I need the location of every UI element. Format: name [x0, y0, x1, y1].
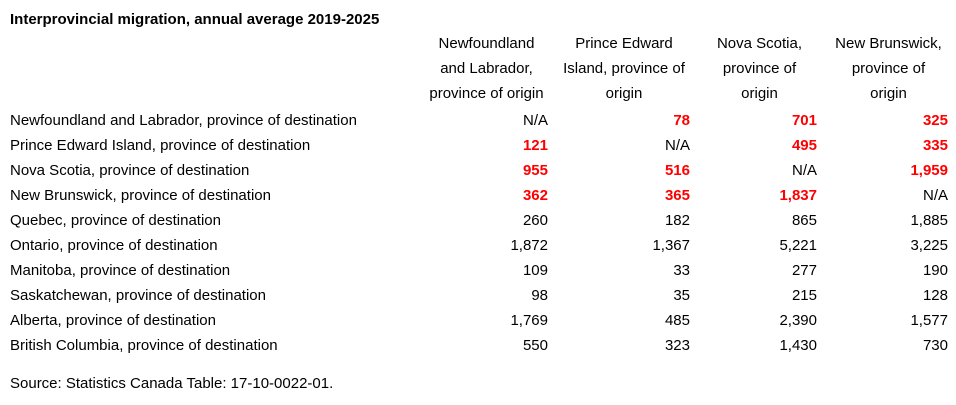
value-cell: 277 [791, 262, 817, 279]
row-label: Quebec, province of destination [10, 212, 221, 229]
table-row: Alberta, province of destination 1,769 485… [10, 308, 954, 333]
column-header: Prince Edward Island, province of origin [563, 35, 685, 102]
value-cell: 701 [791, 112, 817, 129]
table-row: British Columbia, province of destinatio… [10, 333, 954, 358]
column-header: Nova Scotia, province of origin [716, 35, 803, 102]
value-cell: 3,225 [910, 237, 948, 254]
row-label: Prince Edward Island, province of destin… [10, 137, 311, 154]
value-cell: N/A [922, 187, 948, 204]
value-cell: 365 [664, 187, 690, 204]
row-label: Ontario, province of destination [10, 237, 218, 254]
table-row: New Brunswick, province of destination 36… [10, 183, 954, 208]
value-cell: 1,577 [910, 312, 948, 329]
value-cell: 1,885 [910, 212, 948, 229]
column-header: Newfoundland and Labrador, province of o… [429, 35, 544, 102]
value-cell: 1,837 [779, 187, 817, 204]
table-row: Ontario, province of destination 1,872 1,3… [10, 233, 954, 258]
value-cell: 362 [522, 187, 548, 204]
value-cell: 323 [664, 337, 690, 354]
value-cell: 516 [664, 162, 690, 179]
source-note: Source: Statistics Canada Table: 17-10-0… [10, 375, 334, 392]
value-cell: 865 [791, 212, 817, 229]
value-cell: 121 [522, 137, 548, 154]
value-cell: 1,769 [510, 312, 548, 329]
value-cell: 1,430 [779, 337, 817, 354]
table-row: Saskatchewan, province of destination 98 3… [10, 283, 954, 308]
row-label: New Brunswick, province of destination [10, 187, 271, 204]
column-header: New Brunswick, province of origin [835, 35, 942, 102]
table-header: Newfoundland and Labrador, province of o… [10, 29, 954, 108]
table-row: Newfoundland and Labrador, province of d… [10, 108, 954, 133]
value-cell: 730 [922, 337, 948, 354]
value-cell: 5,221 [779, 237, 817, 254]
value-cell: 955 [522, 162, 548, 179]
value-cell: 1,959 [910, 162, 948, 179]
migration-table: Newfoundland and Labrador, province of o… [10, 29, 954, 358]
value-cell: 35 [673, 287, 690, 304]
value-cell: N/A [791, 162, 817, 179]
table-row: Nova Scotia, province of destination 955 5… [10, 158, 954, 183]
value-cell: 485 [664, 312, 690, 329]
value-cell: 1,367 [652, 237, 690, 254]
value-cell: 2,390 [779, 312, 817, 329]
table-row: Quebec, province of destination 260 182 865… [10, 208, 954, 233]
table-row: Manitoba, province of destination 109 33 27… [10, 258, 954, 283]
value-cell: 260 [522, 212, 548, 229]
page-title: Interprovincial migration, annual averag… [10, 11, 380, 28]
value-cell: 33 [673, 262, 690, 279]
table-body: Newfoundland and Labrador, province of d… [10, 108, 954, 358]
row-label: Manitoba, province of destination [10, 262, 231, 279]
value-cell: N/A [522, 112, 548, 129]
value-cell: 215 [791, 287, 817, 304]
value-cell: 335 [922, 137, 948, 154]
row-label: Saskatchewan, province of destination [10, 287, 266, 304]
row-label: British Columbia, province of destinatio… [10, 337, 278, 354]
value-cell: 550 [522, 337, 548, 354]
value-cell: 98 [531, 287, 548, 304]
value-cell: 495 [791, 137, 817, 154]
value-cell: N/A [664, 137, 690, 154]
header-corner-cell [10, 29, 425, 108]
row-label: Nova Scotia, province of destination [10, 162, 250, 179]
header-row: Newfoundland and Labrador, province of o… [10, 29, 954, 108]
value-cell: 190 [922, 262, 948, 279]
value-cell: 109 [522, 262, 548, 279]
value-cell: 1,872 [510, 237, 548, 254]
row-label: Alberta, province of destination [10, 312, 216, 329]
row-label: Newfoundland and Labrador, province of d… [10, 112, 357, 129]
value-cell: 128 [922, 287, 948, 304]
value-cell: 182 [664, 212, 690, 229]
table-row: Prince Edward Island, province of destin… [10, 133, 954, 158]
value-cell: 78 [673, 112, 690, 129]
value-cell: 325 [922, 112, 948, 129]
